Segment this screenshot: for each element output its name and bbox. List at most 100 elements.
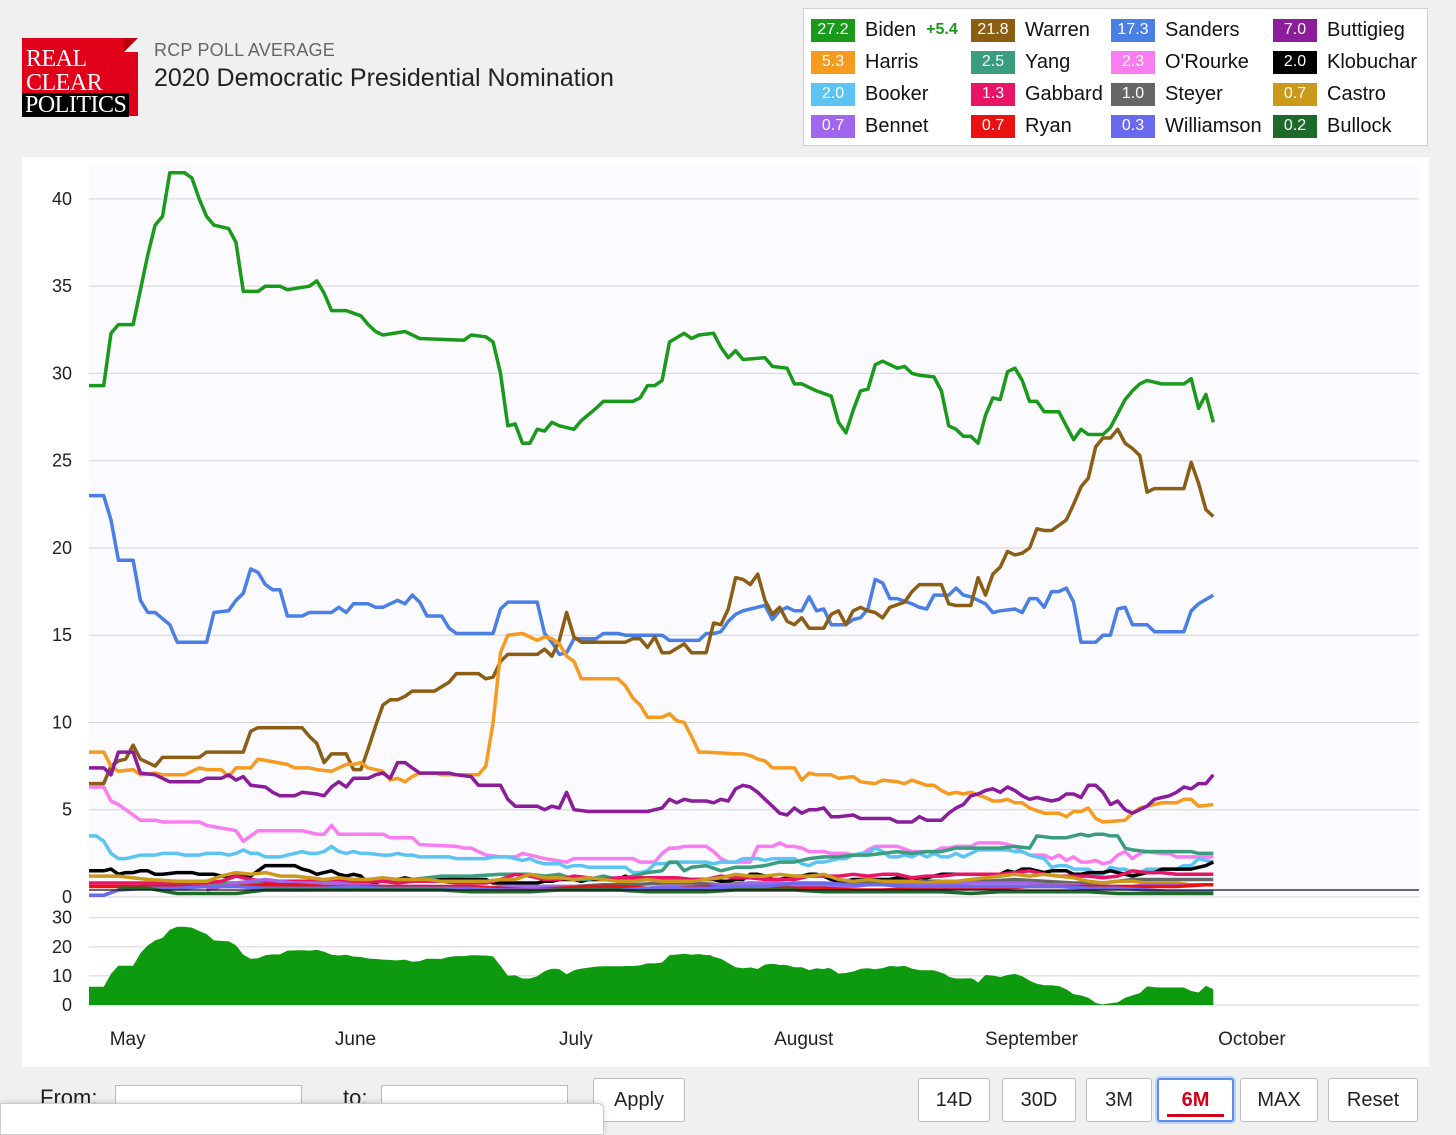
- range-button-3m[interactable]: 3M: [1086, 1078, 1152, 1122]
- legend-value-badge: 17.3: [1111, 18, 1155, 42]
- legend-item-booker[interactable]: 2.0 Booker: [811, 81, 928, 107]
- series-line-biden: [89, 170, 1215, 445]
- y-tick-label: 20: [52, 538, 72, 558]
- x-month-label: September: [985, 1029, 1079, 1050]
- legend-name: Castro: [1327, 82, 1386, 105]
- legend-item-warren[interactable]: 21.8 Warren: [971, 17, 1090, 43]
- range-button-max[interactable]: MAX: [1240, 1078, 1318, 1122]
- legend-value-badge: 0.7: [1273, 82, 1317, 106]
- bottom-overlay-panel: [0, 1103, 604, 1135]
- range-button-label: 3M: [1105, 1088, 1133, 1111]
- legend-name: Harris: [865, 50, 919, 73]
- legend-item-ryan[interactable]: 0.7 Ryan: [971, 113, 1072, 139]
- legend-item-harris[interactable]: 5.3 Harris: [811, 49, 918, 75]
- legend-value-badge: 27.2: [811, 18, 855, 42]
- legend-value-badge: 7.0: [1273, 18, 1317, 42]
- x-month-label: June: [335, 1029, 376, 1050]
- series-line-sanders: [89, 493, 1215, 657]
- legend-value-badge: 1.3: [971, 82, 1015, 106]
- chart-title: 2020 Democratic Presidential Nomination: [154, 64, 614, 92]
- candidate-legend: 27.2 Biden +5.4 21.8 Warren 17.3 Sanders 7.0 But…: [803, 8, 1428, 146]
- legend-name: Biden: [865, 18, 917, 41]
- spread-y-tick-label: 0: [62, 995, 72, 1015]
- legend-item-bennet[interactable]: 0.7 Bennet: [811, 113, 928, 139]
- range-button-14d[interactable]: 14D: [918, 1078, 990, 1122]
- logo-line-clear: CLEAR: [26, 70, 103, 96]
- poll-chart-svg: 0 5 10 15 20 25 30 35 40 0 10 20 30 May June July August…: [52, 164, 1419, 1050]
- legend-value-badge: 1.0: [1111, 82, 1155, 106]
- legend-name: Williamson: [1165, 114, 1262, 137]
- y-tick-label: 0: [62, 887, 72, 907]
- legend-item-bullock[interactable]: 0.2 Bullock: [1273, 113, 1391, 139]
- y-tick-label: 5: [62, 800, 72, 820]
- legend-item-williamson[interactable]: 0.3 Williamson: [1111, 113, 1262, 139]
- range-button-label: Reset: [1346, 1088, 1400, 1111]
- legend-item-biden[interactable]: 27.2 Biden +5.4: [811, 17, 958, 43]
- legend-name: Ryan: [1025, 114, 1072, 137]
- range-button-label: 30D: [1020, 1088, 1058, 1111]
- spread-area: [89, 926, 1214, 1005]
- spread-y-tick-label: 10: [52, 966, 72, 986]
- spread-y-tick-label: 30: [52, 908, 72, 928]
- range-button-reset[interactable]: Reset: [1328, 1078, 1418, 1122]
- legend-spread: +5.4: [926, 21, 958, 38]
- legend-value-badge: 2.5: [971, 50, 1015, 74]
- legend-item-sanders[interactable]: 17.3 Sanders: [1111, 17, 1240, 43]
- range-button-label: 14D: [935, 1088, 973, 1111]
- range-button-label: 6M: [1181, 1088, 1210, 1111]
- legend-value-badge: 0.7: [971, 114, 1015, 138]
- legend-item-castro[interactable]: 0.7 Castro: [1273, 81, 1386, 107]
- chart-area: 0 5 10 15 20 25 30 35 40 0 10 20 30 May June July August…: [22, 157, 1429, 1067]
- plot-background: [89, 164, 1419, 897]
- legend-name: Bullock: [1327, 114, 1392, 137]
- legend-name: Sanders: [1165, 18, 1240, 41]
- legend-item-klobuchar[interactable]: 2.0 Klobuchar: [1273, 49, 1417, 75]
- legend-name: Gabbard: [1025, 82, 1103, 105]
- y-tick-label: 30: [52, 363, 72, 383]
- legend-name: Yang: [1025, 50, 1071, 73]
- legend-name: Klobuchar: [1327, 50, 1418, 73]
- legend-name: Steyer: [1165, 82, 1223, 105]
- legend-item-yang[interactable]: 2.5 Yang: [971, 49, 1070, 75]
- legend-item-steyer[interactable]: 1.0 Steyer: [1111, 81, 1223, 107]
- legend-name: Buttigieg: [1327, 18, 1405, 41]
- series-line-harris: [89, 631, 1214, 824]
- legend-value-badge: 2.3: [1111, 50, 1155, 74]
- y-tick-label: 40: [52, 189, 72, 209]
- x-month-label: July: [559, 1029, 593, 1050]
- apply-button[interactable]: Apply: [593, 1078, 685, 1122]
- legend-value-badge: 0.3: [1111, 114, 1155, 138]
- legend-name: Bennet: [865, 114, 929, 137]
- spread-y-tick-label: 20: [52, 937, 72, 957]
- legend-value-badge: 0.2: [1273, 114, 1317, 138]
- series-line-buttigieg: [89, 750, 1215, 824]
- legend-value-badge: 5.3: [811, 50, 855, 74]
- y-tick-label: 25: [52, 451, 72, 471]
- legend-value-badge: 21.8: [971, 18, 1015, 42]
- x-month-label: October: [1218, 1029, 1286, 1050]
- y-tick-label: 15: [52, 625, 72, 645]
- x-month-label: August: [774, 1029, 834, 1050]
- logo-corner-fold: [124, 38, 138, 52]
- series-line-castro: [89, 870, 1214, 887]
- x-month-label: May: [110, 1029, 146, 1050]
- legend-item-gabbard[interactable]: 1.3 Gabbard: [971, 81, 1103, 107]
- rcp-logo[interactable]: REAL CLEAR POLITICS: [22, 38, 138, 117]
- y-tick-label: 10: [52, 712, 72, 732]
- legend-value-badge: 2.0: [1273, 50, 1317, 74]
- legend-name: Warren: [1025, 18, 1090, 41]
- y-tick-label: 35: [52, 276, 72, 296]
- series-line-williamson: [89, 881, 1214, 898]
- legend-value-badge: 2.0: [811, 82, 855, 106]
- range-button-6m[interactable]: 6M: [1157, 1078, 1234, 1122]
- chart-kicker: RCP POLL AVERAGE: [154, 40, 335, 60]
- legend-name: O'Rourke: [1165, 50, 1249, 73]
- series-line-warren: [89, 427, 1215, 786]
- legend-item-orourke[interactable]: 2.3 O'Rourke: [1111, 49, 1249, 75]
- range-button-30d[interactable]: 30D: [1002, 1078, 1076, 1122]
- logo-line-politics: POLITICS: [22, 93, 130, 117]
- legend-name: Booker: [865, 82, 929, 105]
- legend-value-badge: 0.7: [811, 114, 855, 138]
- logo-line-real: REAL: [26, 46, 87, 72]
- legend-item-buttigieg[interactable]: 7.0 Buttigieg: [1273, 17, 1405, 43]
